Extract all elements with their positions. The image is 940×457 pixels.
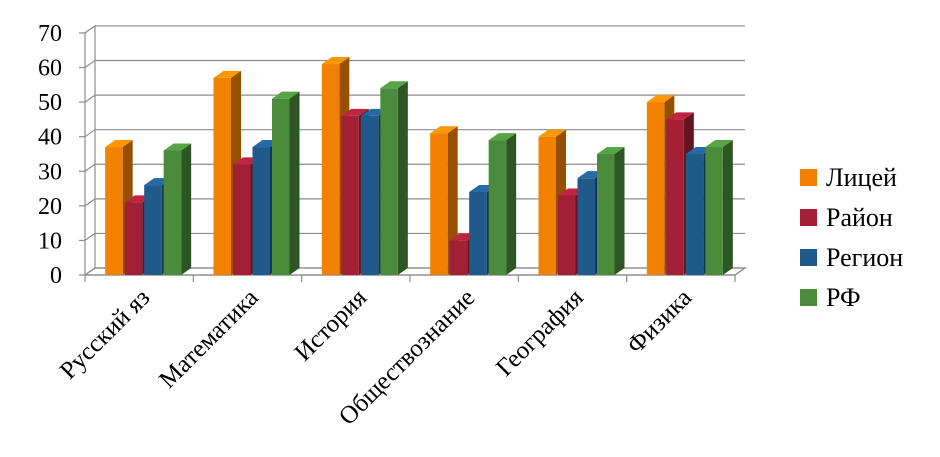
gridline-diagonal: [84, 94, 96, 103]
bar: [272, 91, 300, 275]
legend-swatch: [800, 289, 817, 306]
gridline-diagonal: [84, 198, 96, 207]
bar-front: [558, 195, 576, 275]
legend-swatch: [800, 169, 817, 186]
y-tick-label: 50: [38, 90, 62, 116]
legend-label: Регион: [826, 243, 903, 272]
bar-side: [181, 143, 192, 275]
x-category-label: Математика: [154, 284, 264, 394]
bar-top: [341, 108, 369, 116]
bar-top: [272, 91, 300, 99]
y-tick-label: 40: [38, 125, 62, 151]
gridline-diagonal: [84, 232, 96, 241]
bar-front: [646, 102, 665, 275]
y-tick-label: 20: [38, 194, 62, 220]
bar-front: [449, 240, 468, 275]
bar-top: [321, 57, 350, 65]
legend-swatch: [800, 249, 817, 266]
bar-front: [538, 136, 556, 275]
bars: [105, 57, 733, 276]
bar: [705, 140, 733, 275]
bar-top: [666, 112, 694, 120]
bar-top: [488, 133, 517, 141]
legend-item: Лицей: [800, 163, 897, 192]
gridline-diagonal: [84, 267, 96, 276]
bar-top: [380, 81, 408, 89]
y-tick-label: 60: [38, 56, 62, 82]
bar-front: [252, 147, 270, 275]
bar-top: [105, 140, 133, 148]
legend: Лицей Район Регион РФ: [800, 163, 903, 312]
bar-side: [614, 146, 625, 275]
bar-front: [685, 153, 704, 275]
bar-top: [163, 143, 192, 151]
bar: [163, 143, 192, 275]
x-category-label: География: [491, 284, 589, 382]
bar-front: [105, 147, 123, 275]
legend-label: РФ: [826, 283, 861, 312]
bar: [597, 146, 625, 275]
x-category-label: Русский яз: [55, 284, 156, 385]
y-tick-label: 10: [38, 228, 62, 254]
floor-edge: [734, 267, 746, 276]
bar-top: [646, 95, 675, 103]
bar-front: [163, 150, 182, 275]
bar-top: [213, 70, 241, 78]
legend-item: РФ: [800, 283, 861, 312]
bar-front: [213, 77, 231, 275]
bar-front: [341, 115, 359, 275]
y-tick-label: 30: [38, 159, 62, 185]
legend-item: Регион: [800, 243, 903, 272]
y-tick-label: 70: [38, 21, 62, 47]
bar-top: [430, 126, 458, 134]
gridline-diagonal: [84, 163, 96, 172]
bar-front: [233, 164, 251, 275]
bar-front: [577, 178, 595, 275]
bar-front: [380, 88, 398, 275]
legend-swatch: [800, 209, 817, 226]
legend-item: Район: [800, 203, 893, 232]
bar: [380, 81, 408, 275]
bar-side: [289, 91, 300, 275]
bar-side: [506, 133, 517, 275]
gridline-diagonal: [84, 60, 96, 69]
bar-top: [705, 140, 733, 148]
gridline-diagonal: [84, 129, 96, 138]
legend-label: Лицей: [826, 163, 897, 192]
bar-top: [597, 146, 625, 154]
bar-front: [705, 147, 723, 275]
bar-front: [469, 192, 487, 275]
bar: [488, 133, 517, 275]
bar-front: [597, 153, 615, 275]
bar-front: [124, 202, 143, 275]
gridline-diagonal: [84, 25, 96, 34]
bar-front: [488, 140, 507, 275]
bar-front: [430, 133, 448, 275]
y-axis-ticks: 0 10 20 30 40 50 60 70: [38, 21, 62, 289]
bar-front: [321, 64, 340, 275]
x-category-label: Физика: [622, 284, 697, 359]
legend-label: Район: [826, 203, 893, 232]
bar-front: [272, 98, 290, 275]
gridlines: [79, 25, 746, 282]
y-tick-label: 0: [50, 263, 62, 289]
bar-front: [144, 185, 162, 275]
bar-front: [360, 115, 379, 275]
bar-top: [538, 129, 566, 137]
bar-side: [722, 140, 733, 275]
bar-front: [666, 119, 684, 275]
x-category-label: История: [290, 284, 373, 367]
bar-side: [397, 81, 408, 275]
